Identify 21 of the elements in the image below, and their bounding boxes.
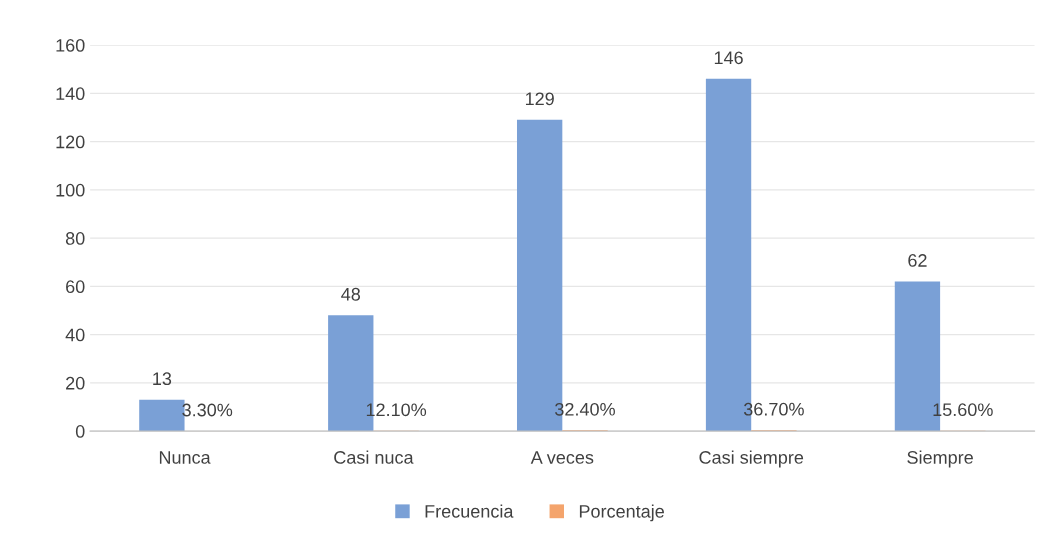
y-tick-label: 60	[66, 280, 85, 294]
legend-label: Frecuencia	[425, 504, 514, 518]
data-label: 129	[525, 92, 554, 106]
legend-label: Porcentaje	[579, 504, 664, 522]
y-tick-label: 20	[66, 376, 85, 390]
data-label: 146	[714, 51, 743, 65]
y-tick-label: 140	[56, 87, 85, 101]
x-tick-label: Casi siempre	[699, 450, 804, 468]
y-tick-label: 80	[65, 232, 85, 245]
x-tick-label: Nunca	[159, 451, 211, 464]
y-tick-label: 0	[75, 425, 85, 438]
data-label: 13	[153, 372, 172, 386]
data-label: 62	[908, 254, 927, 267]
x-tick-label: Casi nuca	[334, 450, 414, 464]
y-tick-label: 160	[56, 39, 85, 52]
y-tick-label: 120	[56, 135, 85, 149]
x-tick-label: A veces	[530, 451, 594, 464]
x-tick-label: Siempre	[907, 450, 973, 468]
data-label: 48	[341, 287, 361, 301]
y-tick-label: 40	[65, 328, 85, 342]
y-tick-label: 100	[56, 183, 85, 197]
